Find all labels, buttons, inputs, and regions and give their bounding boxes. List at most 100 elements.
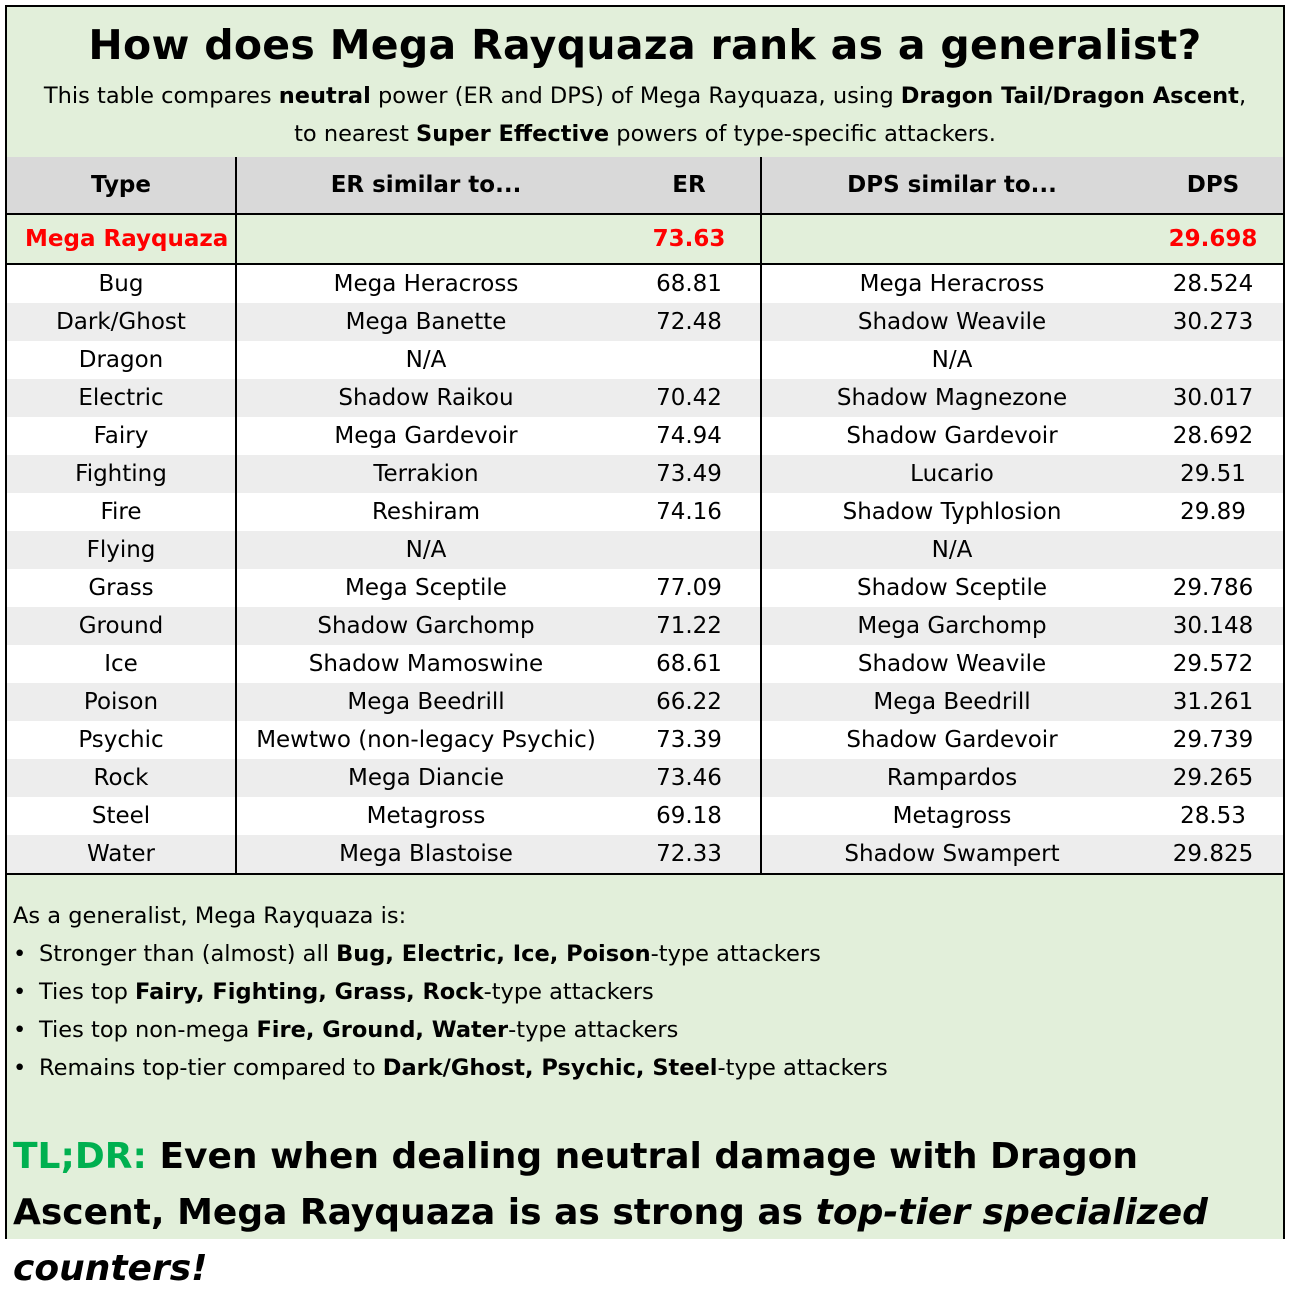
row-er-value: 71.22 [656,613,722,639]
row-dps-value: 29.89 [1180,499,1246,525]
row-type: Steel [91,803,151,829]
row-dps-value: 28.53 [1180,803,1246,829]
row-er-value: 73.49 [656,461,722,487]
table-row: Fire Reshiram 74.16 Shadow Typhlosion 29.89 [7,493,1283,531]
row-dps-similar: N/A [931,537,973,563]
mega-row-type: Mega Rayquaza [25,226,229,252]
bullet-text: Ties top non-mega [39,1017,257,1043]
column-divider [760,157,762,873]
row-er-value [617,531,761,569]
row-dps-value: 29.265 [1172,765,1254,791]
row-type: Fighting [75,461,167,487]
summary-intro: As a generalist, Mega Rayquaza is: [13,903,407,929]
subtitle-text: to nearest [294,121,417,147]
row-er-similar: Terrakion [373,461,479,487]
row-er-similar: N/A [405,347,447,373]
subtitle-line-1: This table compares neutral power (ER an… [7,83,1283,109]
subtitle-text: powers of type-specific attackers. [609,121,996,147]
row-er-value: 72.48 [656,309,722,335]
table-row: Dragon N/A N/A [7,341,1283,379]
row-type: Dragon [78,347,164,373]
row-dps-similar: Shadow Typhlosion [842,499,1062,525]
row-er-similar: Mega Banette [345,309,507,335]
row-er-value: 74.94 [656,423,722,449]
row-type: Water [87,841,155,867]
row-dps-similar: N/A [931,347,973,373]
row-er-similar: Mega Blastoise [339,841,513,867]
row-dps-value: 29.739 [1172,727,1254,753]
row-er-similar: Mega Diancie [348,765,504,791]
row-er-similar: Shadow Garchomp [317,613,535,639]
row-type: Psychic [78,727,164,753]
subtitle-line-2: to nearest Super Effective powers of typ… [7,121,1283,147]
row-type: Electric [78,385,164,411]
row-er-value: 72.33 [656,841,722,867]
subtitle-text: power (ER and DPS) of Mega Rayquaza, usi… [370,83,901,109]
mega-row-dps: 29.698 [1168,226,1258,252]
mega-row-er-similar [235,215,617,263]
tldr-statement: TL;DR: Even when dealing neutral damage … [13,1129,1273,1297]
table-row: Dark/Ghost Mega Banette 72.48 Shadow Weavil… [7,303,1283,341]
summary-bullet: • Ties top Fairy, Fighting, Grass, Rock-t… [13,979,654,1005]
row-er-similar: N/A [405,537,447,563]
row-dps-value: 29.825 [1172,841,1254,867]
row-dps-similar: Mega Heracross [859,271,1045,297]
row-er-similar: Shadow Mamoswine [308,651,544,677]
row-dps-similar: Metagross [892,803,1012,829]
column-header-dps-similar: DPS similar to... [847,172,1057,198]
row-dps-similar: Lucario [910,461,994,487]
bullet-bold: Bug, Electric, Ice, Poison [336,941,651,967]
table-row: Steel Metagross 69.18 Metagross 28.53 [7,797,1283,835]
bullet-bold: Dark/Ghost, Psychic, Steel [382,1055,718,1081]
row-er-similar: Mewtwo (non-legacy Psychic) [256,727,596,753]
row-dps-value: 30.273 [1172,309,1254,335]
bullet-dot: • [13,1017,27,1043]
subtitle-bold: neutral [278,83,371,109]
infographic-frame: How does Mega Rayquaza rank as a general… [5,5,1285,1289]
row-type: Bug [98,271,144,297]
table-row: Ground Shadow Garchomp 71.22 Mega Garchomp 3… [7,607,1283,645]
row-dps-value: 31.261 [1172,689,1254,715]
bullet-text: -type attackers [483,979,654,1005]
column-header-er-similar: ER similar to... [330,172,522,198]
page-title: How does Mega Rayquaza rank as a general… [88,21,1202,69]
bullet-text: Stronger than (almost) all [39,941,337,967]
table-row: Fighting Terrakion 73.49 Lucario 29.51 [7,455,1283,493]
row-er-similar: Mega Gardevoir [334,423,518,449]
tldr-text: Even when dealing neutral damage with Dr… [13,1136,1139,1233]
row-er-similar: Reshiram [371,499,480,525]
table-row: Psychic Mewtwo (non-legacy Psychic) 73.39 S… [7,721,1283,759]
row-er-value: 68.81 [656,271,722,297]
summary-bullet: • Ties top non-mega Fire, Ground, Water-t… [13,1017,678,1043]
row-er-similar: Metagross [366,803,486,829]
mega-rayquaza-row: Mega Rayquaza 73.63 29.698 [7,215,1283,265]
row-type: Flying [86,537,156,563]
row-er-value: 73.46 [656,765,722,791]
row-dps-value: 29.786 [1172,575,1254,601]
table-row: Flying N/A N/A [7,531,1283,569]
summary-bullet: • Remains top-tier compared to Dark/Ghost… [13,1055,888,1081]
subtitle-bold: Dragon Tail/Dragon Ascent [900,83,1239,109]
row-er-value: 70.42 [656,385,722,411]
row-dps-similar: Shadow Weavile [857,309,1047,335]
row-er-value: 74.16 [656,499,722,525]
table-row: Water Mega Blastoise 72.33 Shadow Swampert 2… [7,835,1283,873]
row-er-value: 69.18 [656,803,722,829]
summary-section: As a generalist, Mega Rayquaza is: • Stro… [7,873,1283,1289]
row-er-value: 77.09 [656,575,722,601]
row-er-value [617,341,761,379]
column-header-er: ER [672,172,706,198]
table-row: Electric Shadow Raikou 70.42 Shadow Magnezo… [7,379,1283,417]
column-header-type: Type [90,172,151,198]
row-dps-value [1143,341,1283,379]
row-er-value: 68.61 [656,651,722,677]
row-type: Fire [100,499,142,525]
bullet-dot: • [13,979,27,1005]
column-divider [235,157,237,873]
row-type: Ice [104,651,138,677]
row-dps-value: 28.524 [1172,271,1254,297]
bullet-text: -type attackers [650,941,821,967]
row-dps-value: 30.017 [1172,385,1254,411]
row-er-similar: Shadow Raikou [338,385,514,411]
table-row: Bug Mega Heracross 68.81 Mega Heracross 28.5… [7,265,1283,303]
